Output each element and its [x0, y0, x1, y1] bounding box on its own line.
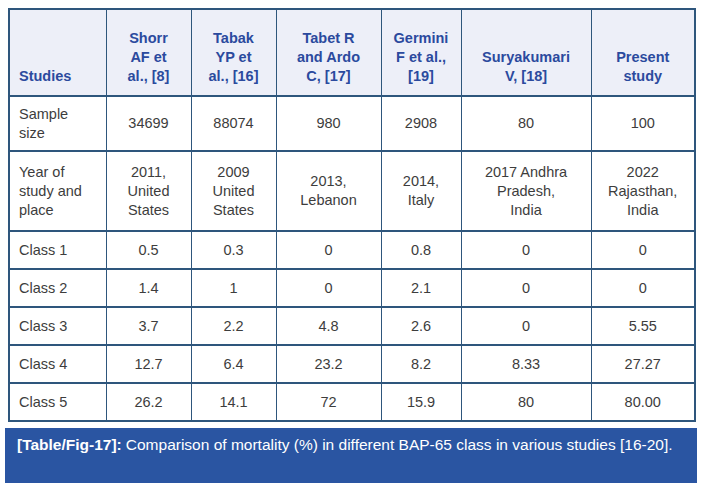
table-cell: 0.5 — [106, 231, 191, 269]
column-header-tabak: Tabak YP et al., [16] — [191, 9, 276, 96]
table-cell: 0 — [276, 269, 381, 307]
column-header-tabet: Tabet R and Ardo C, [17] — [276, 9, 381, 96]
table-cell: 80 — [461, 383, 591, 421]
column-header-shorr: Shorr AF et al., [8] — [106, 9, 191, 96]
table-cell: 100 — [591, 96, 695, 151]
table-cell: 14.1 — [191, 383, 276, 421]
table-cell: 4.8 — [276, 307, 381, 345]
table-cell: 0 — [461, 307, 591, 345]
row-label: Class 2 — [9, 269, 106, 307]
header-row: Studies Shorr AF et al., [8] Tabak YP et… — [9, 9, 695, 96]
table-cell: 2.6 — [381, 307, 461, 345]
table-cell: 0.8 — [381, 231, 461, 269]
table-cell: 2014, Italy — [381, 151, 461, 231]
table-cell: 2908 — [381, 96, 461, 151]
table-cell: 8.2 — [381, 345, 461, 383]
table-cell: 6.4 — [191, 345, 276, 383]
row-label: Year of study and place — [9, 151, 106, 231]
table-cell: 12.7 — [106, 345, 191, 383]
table-cell: 80 — [461, 96, 591, 151]
table-cell: 2009 United States — [191, 151, 276, 231]
table-cell: 26.2 — [106, 383, 191, 421]
figure: Studies Shorr AF et al., [8] Tabak YP et… — [0, 0, 701, 485]
table-row-sample-size: Sample size 34699 88074 980 2908 80 100 — [9, 96, 695, 151]
table-cell: 2.2 — [191, 307, 276, 345]
caption-tag: [Table/Fig-17]: — [17, 436, 122, 453]
caption-text: Comparison of mortality (%) in different… — [126, 436, 673, 453]
column-header-studies: Studies — [9, 9, 106, 96]
table-row-class-5: Class 5 26.2 14.1 72 15.9 80 80.00 — [9, 383, 695, 421]
table-cell: 2022 Rajasthan, India — [591, 151, 695, 231]
table-cell: 23.2 — [276, 345, 381, 383]
table-cell: 0 — [276, 231, 381, 269]
table-cell: 0.3 — [191, 231, 276, 269]
row-label: Class 3 — [9, 307, 106, 345]
table-cell: 2.1 — [381, 269, 461, 307]
row-label: Class 5 — [9, 383, 106, 421]
column-header-suryakumari: Suryakumari V, [18] — [461, 9, 591, 96]
table-cell: 2011, United States — [106, 151, 191, 231]
table-cell: 2013, Lebanon — [276, 151, 381, 231]
table-cell: 15.9 — [381, 383, 461, 421]
table-cell: 34699 — [106, 96, 191, 151]
table-cell: 8.33 — [461, 345, 591, 383]
table-row-class-3: Class 3 3.7 2.2 4.8 2.6 0 5.55 — [9, 307, 695, 345]
row-label: Sample size — [9, 96, 106, 151]
table-cell: 3.7 — [106, 307, 191, 345]
table-cell: 0 — [461, 269, 591, 307]
table-cell: 0 — [591, 231, 695, 269]
table-cell: 80.00 — [591, 383, 695, 421]
comparison-table: Studies Shorr AF et al., [8] Tabak YP et… — [8, 8, 696, 422]
table-cell: 0 — [461, 231, 591, 269]
row-label: Class 4 — [9, 345, 106, 383]
table-row-year-place: Year of study and place 2011, United Sta… — [9, 151, 695, 231]
table-row-class-4: Class 4 12.7 6.4 23.2 8.2 8.33 27.27 — [9, 345, 695, 383]
table-cell: 2017 Andhra Pradesh, India — [461, 151, 591, 231]
table-cell: 0 — [591, 269, 695, 307]
row-label: Class 1 — [9, 231, 106, 269]
table-cell: 5.55 — [591, 307, 695, 345]
table-cell: 980 — [276, 96, 381, 151]
table-row-class-2: Class 2 1.4 1 0 2.1 0 0 — [9, 269, 695, 307]
table-cell: 88074 — [191, 96, 276, 151]
figure-caption: [Table/Fig-17]:Comparison of mortality (… — [5, 428, 697, 483]
table-cell: 1.4 — [106, 269, 191, 307]
table-cell: 1 — [191, 269, 276, 307]
table-cell: 72 — [276, 383, 381, 421]
column-header-germini: Germini F et al., [19] — [381, 9, 461, 96]
table-row-class-1: Class 1 0.5 0.3 0 0.8 0 0 — [9, 231, 695, 269]
column-header-present-study: Present study — [591, 9, 695, 96]
table-cell: 27.27 — [591, 345, 695, 383]
